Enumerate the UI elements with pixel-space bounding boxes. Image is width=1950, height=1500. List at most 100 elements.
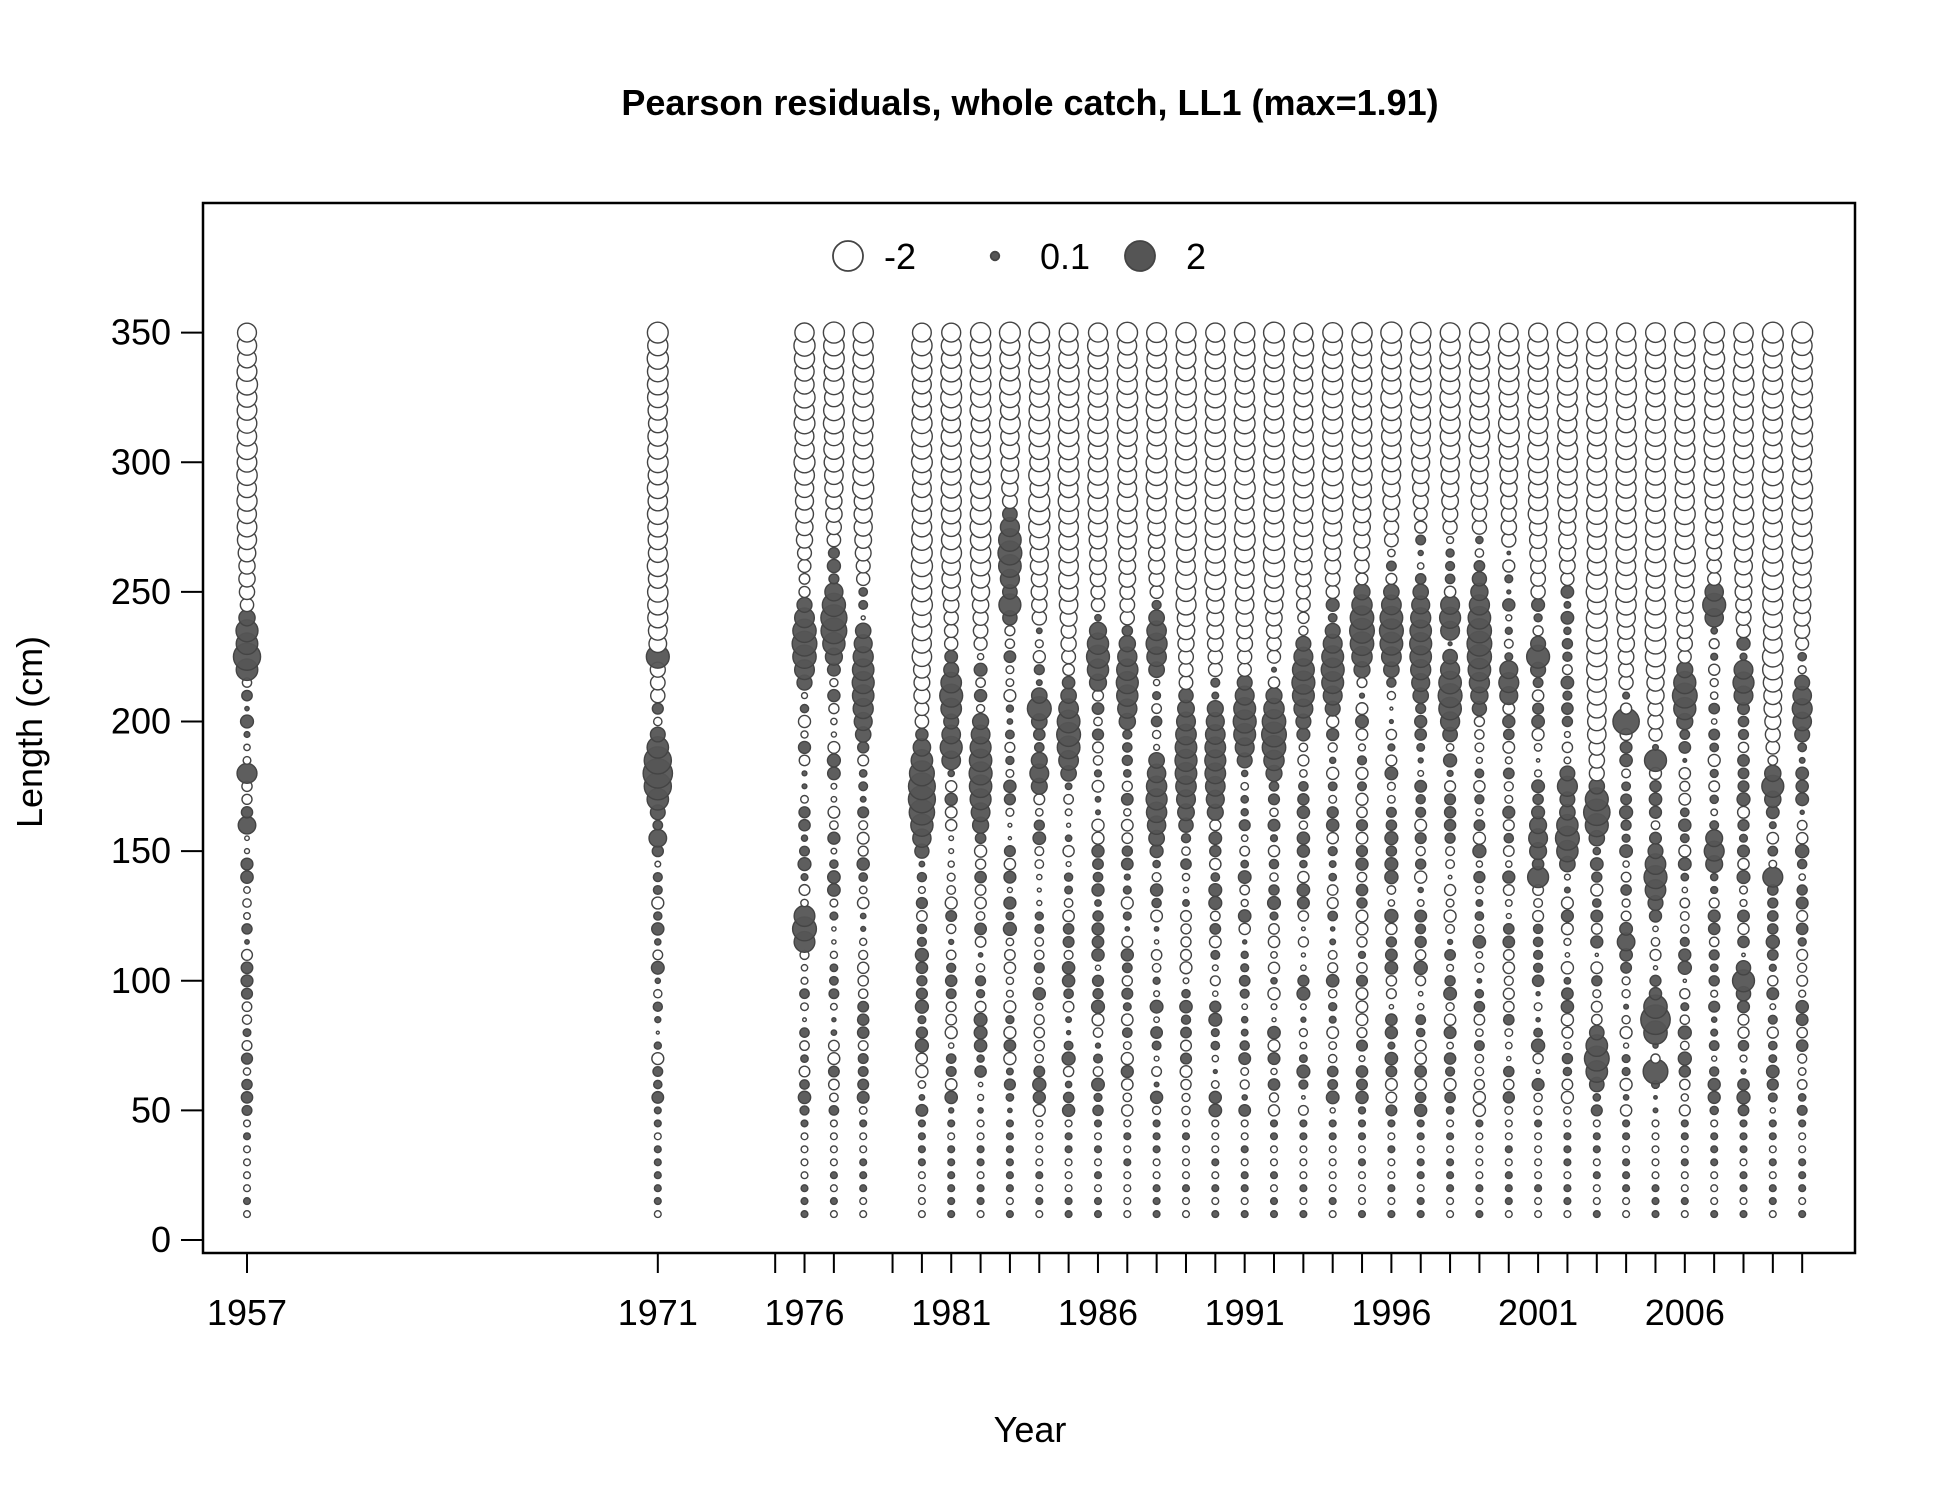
residual-bubble — [1385, 922, 1398, 936]
residual-bubble — [1737, 909, 1750, 923]
residual-bubble — [1007, 822, 1013, 828]
residual-bubble — [1091, 741, 1105, 754]
residual-bubble — [1445, 859, 1456, 870]
residual-bubble — [1005, 678, 1015, 688]
residual-bubble — [1680, 1197, 1689, 1206]
residual-bubble — [1324, 622, 1341, 639]
residual-bubble — [1327, 962, 1339, 974]
residual-bubble — [1590, 1013, 1603, 1026]
residual-bubble — [1298, 768, 1308, 778]
residual-bubble — [1708, 1000, 1721, 1013]
residual-bubble — [1797, 665, 1807, 675]
residual-bubble — [1091, 883, 1105, 897]
residual-bubble — [1769, 1003, 1777, 1011]
residual-bubble — [1030, 687, 1048, 704]
residual-bubble — [1504, 1041, 1513, 1050]
residual-bubble — [652, 819, 664, 831]
residual-bubble — [1796, 974, 1809, 987]
residual-bubble — [1622, 1171, 1631, 1180]
residual-bubble — [241, 793, 253, 806]
residual-bubble — [1206, 699, 1224, 718]
residual-bubble — [1737, 1026, 1750, 1039]
residual-bubble — [1357, 950, 1367, 960]
residual-bubble — [1325, 597, 1340, 613]
residual-bubble — [1502, 714, 1516, 729]
residual-bubble — [1269, 807, 1279, 818]
residual-bubble — [1062, 923, 1075, 935]
residual-bubble — [801, 770, 808, 777]
residual-bubble — [1530, 597, 1546, 613]
residual-bubble — [653, 1197, 662, 1206]
residual-bubble — [1239, 1040, 1250, 1051]
residual-bubble — [1211, 1171, 1220, 1180]
residual-bubble — [1647, 842, 1664, 860]
residual-bubble — [1445, 1106, 1455, 1115]
residual-bubble — [1005, 1210, 1014, 1219]
residual-bubble — [1298, 1079, 1309, 1090]
residual-bubble — [793, 904, 816, 928]
residual-bubble — [1180, 858, 1192, 870]
residual-bubble — [1148, 751, 1166, 769]
residual-bubble — [1710, 1119, 1719, 1128]
residual-bubble — [1592, 846, 1602, 856]
residual-bubble — [1504, 860, 1513, 868]
residual-bubble — [1356, 961, 1368, 974]
residual-bubble — [1181, 1210, 1191, 1219]
residual-bubble — [1269, 1171, 1279, 1180]
residual-bubble — [1179, 1052, 1193, 1065]
residual-bubble — [800, 691, 809, 700]
residual-bubble — [1619, 1025, 1633, 1040]
residual-bubble — [1091, 702, 1105, 716]
residual-bubble — [1387, 1197, 1396, 1206]
residual-bubble — [1032, 831, 1047, 846]
residual-bubble — [800, 898, 809, 908]
residual-bubble — [242, 1067, 252, 1076]
residual-bubble — [1472, 1090, 1487, 1105]
residual-bubble — [1621, 781, 1632, 792]
residual-bubble — [801, 783, 808, 790]
residual-bubble — [918, 1093, 926, 1101]
residual-bubble — [1150, 909, 1164, 923]
residual-bubble — [1181, 1092, 1191, 1103]
residual-bubble — [1414, 1065, 1428, 1078]
residual-bubble — [829, 1132, 838, 1141]
residual-bubble — [1032, 1103, 1046, 1118]
residual-bubble — [1618, 805, 1634, 820]
residual-bubble — [1768, 1210, 1777, 1219]
residual-bubble — [858, 599, 869, 610]
residual-bubble — [1680, 1158, 1689, 1167]
residual-bubble — [1030, 751, 1048, 770]
residual-bubble — [1563, 1184, 1572, 1193]
residual-bubble — [1560, 961, 1575, 975]
residual-bubble — [1678, 767, 1692, 780]
residual-bubble — [1091, 689, 1105, 702]
residual-bubble — [1091, 831, 1105, 845]
residual-bubble — [1414, 779, 1428, 793]
residual-bubble — [1498, 322, 1519, 343]
residual-bubble — [1738, 885, 1749, 895]
residual-bubble — [1093, 1158, 1103, 1167]
residual-bubble — [947, 1145, 956, 1154]
residual-bubble — [1386, 677, 1397, 688]
residual-bubble — [1384, 960, 1399, 975]
residual-bubble — [240, 857, 254, 871]
residual-bubble — [1357, 743, 1367, 752]
residual-bubble — [1680, 1093, 1690, 1102]
residual-bubble — [1443, 818, 1457, 832]
residual-bubble — [800, 730, 809, 739]
residual-bubble — [1795, 999, 1810, 1014]
residual-bubble — [975, 989, 986, 999]
residual-bubble — [1737, 1039, 1750, 1052]
residual-bubble — [1003, 1000, 1017, 1014]
residual-bubble — [1328, 860, 1337, 869]
residual-bubble — [1679, 729, 1691, 740]
residual-bubble — [1181, 1119, 1191, 1128]
residual-bubble — [917, 1184, 926, 1193]
residual-bubble — [1445, 846, 1456, 857]
residual-bubble — [1208, 935, 1222, 949]
residual-bubble — [1503, 1065, 1515, 1078]
residual-bubble — [1180, 1014, 1192, 1025]
residual-bubble — [1094, 809, 1102, 816]
residual-bubble — [1063, 898, 1074, 908]
